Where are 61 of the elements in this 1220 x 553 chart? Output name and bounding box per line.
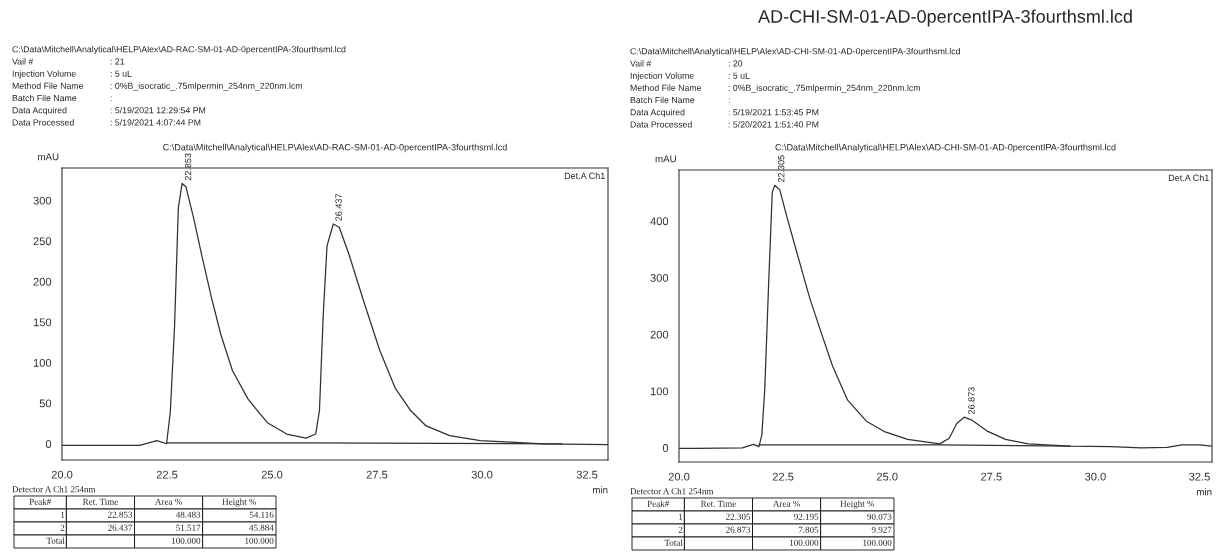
text: Vail # : 20: [630, 60, 743, 67]
y-tick-label: 200: [33, 277, 52, 286]
chart-subtitle: C:\Data\Mitchell\Analytical\HELP\Alex\AD-CHI-SM-01-AD-0percentIPA-3fourthsml.lcd: [775, 143, 1116, 153]
y-tick-label: 300: [33, 196, 52, 205]
text: C:\Data\Mitchell\Analytical\HELP\Alex\AD-RAC-SM-01-AD-0percentIPA-3fourthsml.lcd: [12, 45, 346, 55]
text: Method File Name : 0%B_isocratic_.75mlpermin_254nm_220nm.lcm: [630, 84, 921, 93]
text: Detector A Ch1 254nm: [12, 485, 96, 493]
y-tick-label: 0: [662, 444, 669, 452]
annotation: 26.437: [335, 194, 342, 221]
x-tick-label: 30.0: [1085, 472, 1106, 481]
annotation: 26.873: [968, 387, 975, 414]
text: Detector A Ch1 254nm: [630, 487, 714, 495]
text: Injection Volume : 5 uL: [12, 70, 132, 79]
annotation: Det.A Ch1: [564, 172, 605, 180]
x-tick-label: 22.5: [772, 472, 794, 481]
text: Vail # : 21: [12, 58, 125, 65]
x-tick-label: 20.0: [51, 470, 73, 479]
y-tick-label: 200: [650, 330, 669, 339]
y-axis-title: mAU: [655, 155, 676, 163]
y-tick-label: 50: [39, 399, 52, 408]
annotation: 22.853: [184, 153, 192, 181]
y-tick-label: 150: [33, 318, 52, 327]
y-tick-label: 100: [33, 358, 52, 367]
x-tick-label: 22.5: [156, 470, 178, 479]
text: Method File Name : 0%B_isocratic_.75mlpermin_254nm_220nm.lcm: [12, 82, 303, 91]
text: Peak# Ret. Time Area % Height %: [647, 500, 875, 509]
chart-title: AD-CHI-SM-01-AD-0percentIPA-3fourthsml.lcd: [758, 9, 1132, 27]
annotation: Det.A Ch1: [1168, 174, 1209, 182]
y-tick-label: 100: [650, 387, 669, 396]
x-tick-label: 30.0: [471, 470, 493, 479]
text: Total 100.000 100.000: [664, 539, 892, 546]
x-tick-label: 25.0: [876, 472, 898, 481]
y-tick-label: 250: [33, 237, 52, 246]
text: Data Acquired : 5/19/2021 12:29:54 PM: [12, 106, 206, 116]
x-axis-title: min: [1196, 488, 1212, 496]
y-tick-label: 300: [650, 274, 669, 282]
text: 1 22.305 92.195 90.073: [679, 513, 892, 520]
text: C:\Data\Mitchell\Analytical\HELP\Alex\AD-CHI-SM-01-AD-0percentIPA-3fourthsml.lcd: [630, 47, 960, 57]
x-tick-label: 20.0: [668, 472, 690, 481]
text: Data Processed : 5/19/2021 4:07:44 PM: [12, 119, 201, 126]
x-tick-label: 25.0: [261, 470, 283, 479]
y-axis-title: mAU: [38, 153, 59, 161]
text: 2 26.437 51.517 45.884: [60, 524, 274, 531]
annotation: 22.305: [778, 155, 785, 183]
text: Batch File Name :: [630, 96, 730, 104]
x-tick-label: 27.5: [981, 472, 1002, 481]
text: Data Processed : 5/20/2021 1:51:40 PM: [630, 121, 819, 128]
text: Data Acquired : 5/19/2021 1:53:45 PM: [630, 108, 819, 118]
x-tick-label: 32.5: [576, 470, 598, 479]
text: Batch File Name :: [12, 94, 112, 102]
x-tick-label: 32.5: [1189, 472, 1210, 481]
y-tick-label: 0: [45, 440, 52, 448]
text: 1 22.853 48.483 54.116: [61, 511, 274, 518]
y-tick-label: 400: [650, 217, 669, 226]
text: Injection Volume : 5 uL: [630, 72, 750, 81]
text: 2 26.873 7.805 9.927: [678, 526, 892, 533]
x-axis-title: min: [592, 486, 608, 494]
x-tick-label: 27.5: [366, 470, 388, 479]
text: Peak# Ret. Time Area % Height %: [29, 498, 257, 507]
text: Total 100.000 100.000: [46, 537, 274, 544]
chart-subtitle: C:\Data\Mitchell\Analytical\HELP\Alex\AD-RAC-SM-01-AD-0percentIPA-3fourthsml.lcd: [163, 143, 507, 153]
